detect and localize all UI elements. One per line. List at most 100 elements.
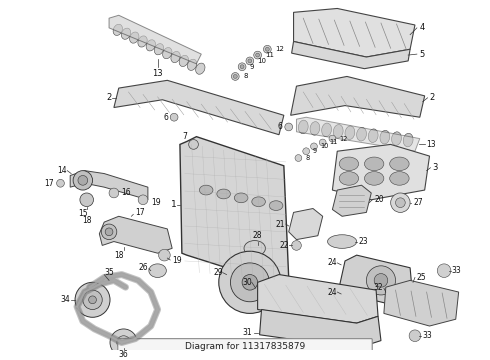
Text: 16: 16 xyxy=(122,189,131,198)
Text: 32: 32 xyxy=(373,283,383,292)
Text: 18: 18 xyxy=(82,216,92,225)
Text: 4: 4 xyxy=(420,23,425,32)
Circle shape xyxy=(409,330,421,342)
Text: 22: 22 xyxy=(279,241,289,250)
Circle shape xyxy=(231,73,239,80)
Polygon shape xyxy=(109,15,201,64)
Circle shape xyxy=(248,59,252,63)
Text: Diagram for 11317835879: Diagram for 11317835879 xyxy=(185,342,305,351)
Text: 33: 33 xyxy=(423,331,433,340)
Circle shape xyxy=(170,113,178,121)
Text: 30: 30 xyxy=(242,278,252,287)
Ellipse shape xyxy=(368,129,378,143)
Ellipse shape xyxy=(310,122,320,135)
Ellipse shape xyxy=(138,36,147,47)
Ellipse shape xyxy=(234,193,248,203)
Ellipse shape xyxy=(327,235,357,248)
Ellipse shape xyxy=(154,44,164,55)
Polygon shape xyxy=(339,255,413,307)
Circle shape xyxy=(242,275,258,290)
Text: 23: 23 xyxy=(359,237,368,246)
Text: 26: 26 xyxy=(138,263,148,272)
Circle shape xyxy=(159,249,170,261)
Ellipse shape xyxy=(217,189,230,199)
Text: 2: 2 xyxy=(107,93,112,102)
Text: 17: 17 xyxy=(135,208,145,217)
Ellipse shape xyxy=(187,59,197,71)
Text: 2: 2 xyxy=(430,93,435,102)
Ellipse shape xyxy=(357,127,367,141)
Circle shape xyxy=(391,193,410,212)
Polygon shape xyxy=(332,144,430,200)
Circle shape xyxy=(254,51,262,59)
Circle shape xyxy=(311,143,318,150)
Circle shape xyxy=(80,193,94,207)
Text: 11: 11 xyxy=(266,52,274,58)
Circle shape xyxy=(138,195,148,204)
Ellipse shape xyxy=(270,201,283,211)
Circle shape xyxy=(437,264,451,278)
Circle shape xyxy=(285,123,293,131)
Text: 12: 12 xyxy=(339,136,347,141)
Text: 35: 35 xyxy=(104,268,114,277)
Polygon shape xyxy=(296,117,420,151)
Circle shape xyxy=(246,57,254,65)
Circle shape xyxy=(83,290,102,310)
Text: 18: 18 xyxy=(114,251,123,260)
Text: 6: 6 xyxy=(277,122,282,131)
Ellipse shape xyxy=(252,197,266,207)
Ellipse shape xyxy=(403,133,413,147)
Circle shape xyxy=(292,240,301,250)
Circle shape xyxy=(295,155,302,161)
Circle shape xyxy=(238,63,246,71)
Circle shape xyxy=(189,140,198,149)
Text: 12: 12 xyxy=(275,46,284,52)
Ellipse shape xyxy=(196,63,205,74)
Circle shape xyxy=(240,65,244,69)
Ellipse shape xyxy=(380,130,390,144)
Circle shape xyxy=(329,135,336,142)
Circle shape xyxy=(105,228,113,236)
Text: 21: 21 xyxy=(275,220,285,229)
Polygon shape xyxy=(99,216,172,253)
Text: 34: 34 xyxy=(60,295,70,304)
Ellipse shape xyxy=(339,172,359,185)
Circle shape xyxy=(75,282,110,317)
Circle shape xyxy=(303,148,310,155)
Text: 8: 8 xyxy=(243,73,247,80)
Text: 29: 29 xyxy=(213,268,222,277)
Ellipse shape xyxy=(149,264,166,278)
Circle shape xyxy=(266,47,270,51)
Circle shape xyxy=(219,251,281,314)
Ellipse shape xyxy=(390,172,409,185)
Text: 6: 6 xyxy=(163,113,168,122)
Circle shape xyxy=(57,179,64,187)
Ellipse shape xyxy=(339,157,359,171)
Circle shape xyxy=(367,266,395,295)
Text: 14: 14 xyxy=(58,166,67,175)
Polygon shape xyxy=(294,9,415,57)
Text: 17: 17 xyxy=(44,179,54,188)
Polygon shape xyxy=(258,275,378,323)
FancyBboxPatch shape xyxy=(118,339,372,354)
Ellipse shape xyxy=(333,125,343,138)
Ellipse shape xyxy=(390,157,409,171)
Text: 36: 36 xyxy=(119,350,128,359)
Ellipse shape xyxy=(244,240,266,256)
Ellipse shape xyxy=(365,157,384,171)
Polygon shape xyxy=(180,137,289,284)
Circle shape xyxy=(374,274,388,287)
Circle shape xyxy=(110,329,137,356)
Circle shape xyxy=(117,336,130,349)
Circle shape xyxy=(101,224,117,240)
Ellipse shape xyxy=(298,120,308,134)
Ellipse shape xyxy=(163,48,172,59)
Text: 31: 31 xyxy=(242,328,252,337)
Ellipse shape xyxy=(146,40,155,51)
Text: 24: 24 xyxy=(328,258,337,267)
Circle shape xyxy=(319,139,326,146)
Ellipse shape xyxy=(345,126,355,140)
Text: 20: 20 xyxy=(374,195,384,204)
Text: 13: 13 xyxy=(152,69,163,78)
Text: 11: 11 xyxy=(329,139,338,145)
